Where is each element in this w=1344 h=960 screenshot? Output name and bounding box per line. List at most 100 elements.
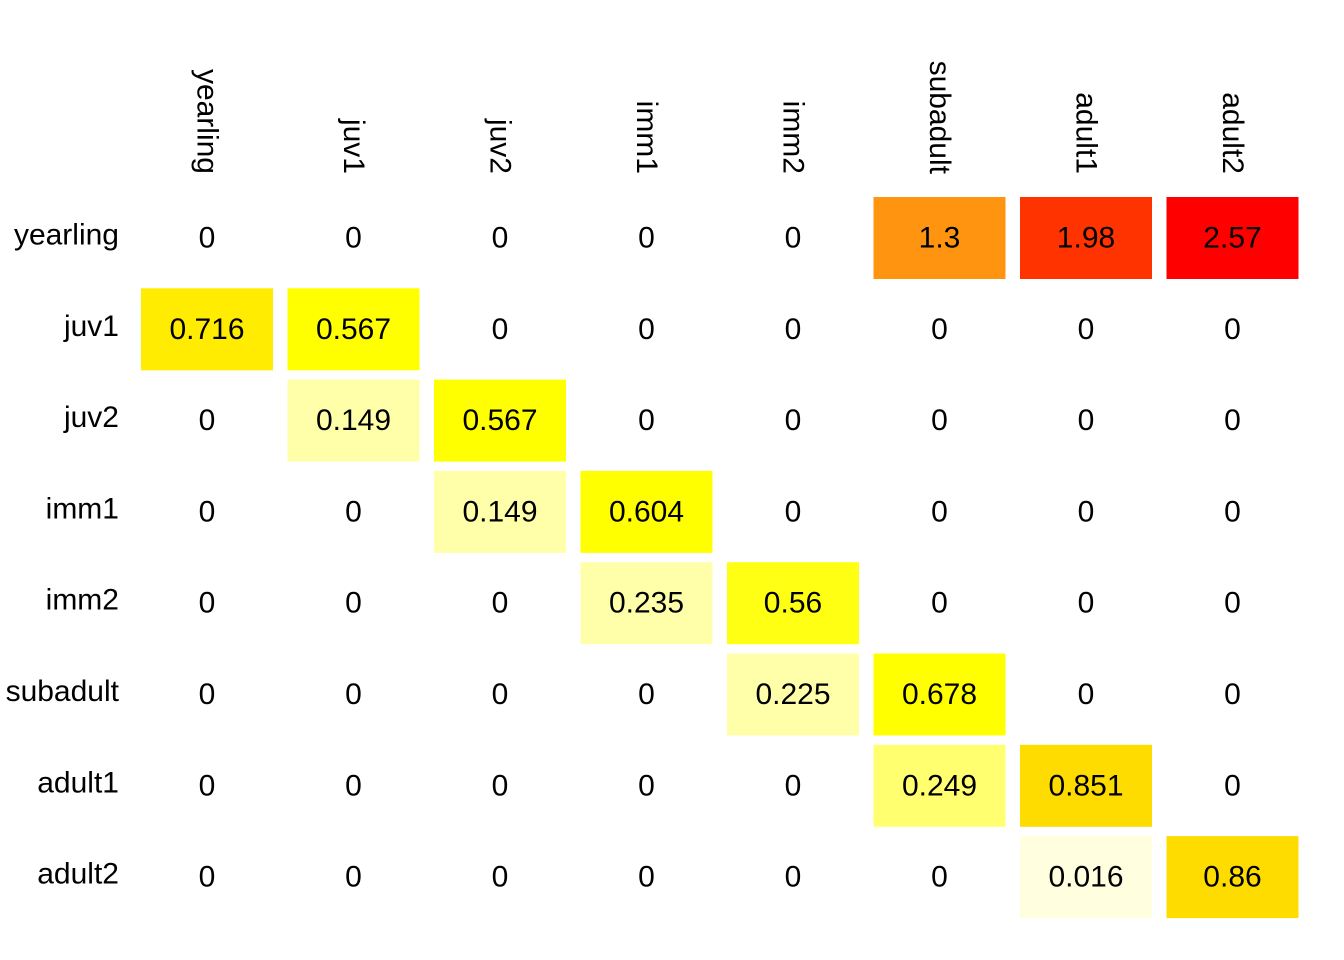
cell-value-imm1-imm1: 0.604 <box>609 495 684 528</box>
column-label-juv1: juv1 <box>337 118 370 174</box>
row-label-imm1: imm1 <box>46 492 119 525</box>
row-label-yearling: yearling <box>14 219 119 252</box>
row-label-juv2: juv2 <box>63 401 119 434</box>
heatmap-cell-subadult-imm2 <box>727 653 859 736</box>
cell-value-juv1-adult2: 0 <box>1224 313 1241 346</box>
cell-value-adult2-subadult: 0 <box>931 861 948 894</box>
cell-value-subadult-juv2: 0 <box>492 678 509 711</box>
cell-value-imm2-adult1: 0 <box>1078 587 1095 620</box>
cell-value-yearling-subadult: 1.3 <box>919 222 961 255</box>
heatmap-cell-adult2-adult1 <box>1020 836 1152 919</box>
cell-value-subadult-imm2: 0.225 <box>755 678 830 711</box>
cell-value-imm1-yearling: 0 <box>199 495 216 528</box>
cell-value-imm2-imm2: 0.56 <box>764 587 822 620</box>
cell-value-yearling-imm2: 0 <box>785 222 802 255</box>
row-label-adult2: adult2 <box>37 858 119 891</box>
row-label-adult1: adult1 <box>37 766 119 799</box>
cell-value-imm2-juv1: 0 <box>345 587 362 620</box>
cell-value-juv2-juv2: 0.567 <box>462 404 537 437</box>
cell-value-subadult-adult1: 0 <box>1078 678 1095 711</box>
cell-value-juv1-imm1: 0 <box>638 313 655 346</box>
cell-value-subadult-juv1: 0 <box>345 678 362 711</box>
cell-value-imm1-adult2: 0 <box>1224 495 1241 528</box>
cell-value-juv2-imm1: 0 <box>638 404 655 437</box>
cell-value-juv1-imm2: 0 <box>785 313 802 346</box>
heatmap-cells <box>141 197 1299 919</box>
cell-value-imm1-imm2: 0 <box>785 495 802 528</box>
cell-value-yearling-adult2: 2.57 <box>1203 222 1261 255</box>
cell-value-imm2-adult2: 0 <box>1224 587 1241 620</box>
cell-value-subadult-adult2: 0 <box>1224 678 1241 711</box>
heatmap-cell-subadult-subadult <box>873 653 1006 736</box>
row-label-imm2: imm2 <box>46 584 119 617</box>
column-labels: yearling juv1 juv2 imm1 imm2 subadult adult1 ad… <box>191 61 1250 175</box>
cell-value-juv2-yearling: 0 <box>199 404 216 437</box>
cell-value-adult2-imm2: 0 <box>785 861 802 894</box>
cell-value-imm1-adult1: 0 <box>1078 495 1095 528</box>
cell-value-imm2-imm1: 0.235 <box>609 587 684 620</box>
cell-value-adult2-yearling: 0 <box>199 861 216 894</box>
cell-values: 0 0 0 0 0 1.3 1.98 2.57 0.716 0.567 0 0 0 0 0 0 0 0.149 0.… <box>169 222 1261 894</box>
row-label-juv1: juv1 <box>63 310 119 343</box>
column-label-imm1: imm1 <box>630 101 663 174</box>
cell-value-yearling-imm1: 0 <box>638 222 655 255</box>
cell-value-adult2-juv2: 0 <box>492 861 509 894</box>
cell-value-adult1-juv2: 0 <box>492 769 509 802</box>
cell-value-imm1-subadult: 0 <box>931 495 948 528</box>
cell-value-yearling-yearling: 0 <box>199 222 216 255</box>
column-label-adult1: adult1 <box>1070 92 1103 174</box>
heatmap-cell-yearling-adult1 <box>1020 197 1152 279</box>
cell-value-adult2-imm1: 0 <box>638 861 655 894</box>
heatmap-cell-juv1-juv1 <box>287 288 420 371</box>
heatmap-cell-imm2-imm2 <box>727 562 859 645</box>
row-label-subadult: subadult <box>6 675 120 708</box>
cell-value-juv2-adult1: 0 <box>1078 404 1095 437</box>
cell-value-juv1-subadult: 0 <box>931 313 948 346</box>
cell-value-adult1-yearling: 0 <box>199 769 216 802</box>
column-label-juv2: juv2 <box>484 118 517 174</box>
cell-value-imm1-juv2: 0.149 <box>462 495 537 528</box>
cell-value-juv1-adult1: 0 <box>1078 313 1095 346</box>
heatmap-cell-adult2-adult2 <box>1166 836 1299 919</box>
cell-value-subadult-subadult: 0.678 <box>902 678 977 711</box>
cell-value-imm2-subadult: 0 <box>931 587 948 620</box>
heatmap-cell-juv2-juv1 <box>287 379 420 462</box>
heatmap-cell-juv1-yearling <box>141 288 273 371</box>
cell-value-juv2-adult2: 0 <box>1224 404 1241 437</box>
column-label-yearling: yearling <box>191 69 224 174</box>
column-label-subadult: subadult <box>923 61 956 175</box>
cell-value-yearling-juv1: 0 <box>345 222 362 255</box>
cell-value-adult2-juv1: 0 <box>345 861 362 894</box>
cell-value-imm1-juv1: 0 <box>345 495 362 528</box>
cell-value-adult1-imm1: 0 <box>638 769 655 802</box>
heatmap-cell-juv2-juv2 <box>434 379 566 462</box>
cell-value-yearling-adult1: 1.98 <box>1057 222 1115 255</box>
heatmap-cell-imm1-juv2 <box>434 470 566 553</box>
heatmap-cell-imm2-imm1 <box>580 562 713 645</box>
column-label-adult2: adult2 <box>1216 92 1249 174</box>
heatmap-cell-adult1-subadult <box>873 744 1006 827</box>
heatmap-cell-yearling-adult2 <box>1166 197 1299 279</box>
cell-value-juv2-juv1: 0.149 <box>316 404 391 437</box>
cell-value-adult2-adult1: 0.016 <box>1048 861 1123 894</box>
cell-value-adult1-adult1: 0.851 <box>1048 769 1123 802</box>
cell-value-subadult-yearling: 0 <box>199 678 216 711</box>
cell-value-juv2-subadult: 0 <box>931 404 948 437</box>
cell-value-imm2-juv2: 0 <box>492 587 509 620</box>
heatmap-cell-adult1-adult1 <box>1020 744 1152 827</box>
cell-value-juv1-yearling: 0.716 <box>169 313 244 346</box>
row-labels: yearling juv1 juv2 imm1 imm2 subadult adult1 ad… <box>6 219 120 891</box>
cell-value-imm2-yearling: 0 <box>199 587 216 620</box>
column-label-imm2: imm2 <box>777 101 810 174</box>
cell-value-subadult-imm1: 0 <box>638 678 655 711</box>
cell-value-adult1-imm2: 0 <box>785 769 802 802</box>
cell-value-adult1-juv1: 0 <box>345 769 362 802</box>
cell-value-adult2-adult2: 0.86 <box>1203 861 1261 894</box>
cell-value-juv1-juv1: 0.567 <box>316 313 391 346</box>
heatmap-cell-yearling-subadult <box>873 197 1006 279</box>
heatmap-cell-imm1-imm1 <box>580 470 713 553</box>
cell-value-yearling-juv2: 0 <box>492 222 509 255</box>
cell-value-juv1-juv2: 0 <box>492 313 509 346</box>
